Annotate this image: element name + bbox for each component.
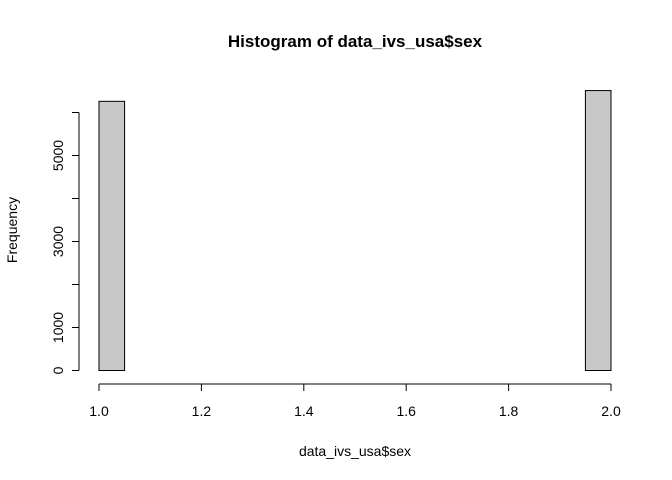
y-tick-label: 0	[50, 366, 66, 374]
y-axis-label: Frequency	[4, 197, 20, 263]
y-tick-label: 3000	[50, 226, 66, 257]
x-tick-label: 2.0	[601, 403, 621, 419]
x-axis: 1.0 1.2 1.4 1.6 1.8 2.0	[89, 383, 621, 419]
x-tick-label: 1.4	[294, 403, 314, 419]
x-tick-label: 1.8	[499, 403, 519, 419]
x-tick-label: 1.2	[192, 403, 212, 419]
bars-layer	[98, 90, 612, 371]
x-tick-label: 1.6	[396, 403, 416, 419]
histogram-bar	[584, 90, 612, 371]
y-axis: 0 1000 3000 5000	[50, 112, 80, 374]
chart-title: Histogram of data_ivs_usa$sex	[228, 32, 483, 51]
x-tick-label: 1.0	[89, 403, 109, 419]
histogram-bar	[98, 100, 126, 371]
y-tick-label: 1000	[50, 312, 66, 343]
y-tick-label: 5000	[50, 140, 66, 171]
x-axis-label: data_ivs_usa$sex	[299, 443, 411, 459]
